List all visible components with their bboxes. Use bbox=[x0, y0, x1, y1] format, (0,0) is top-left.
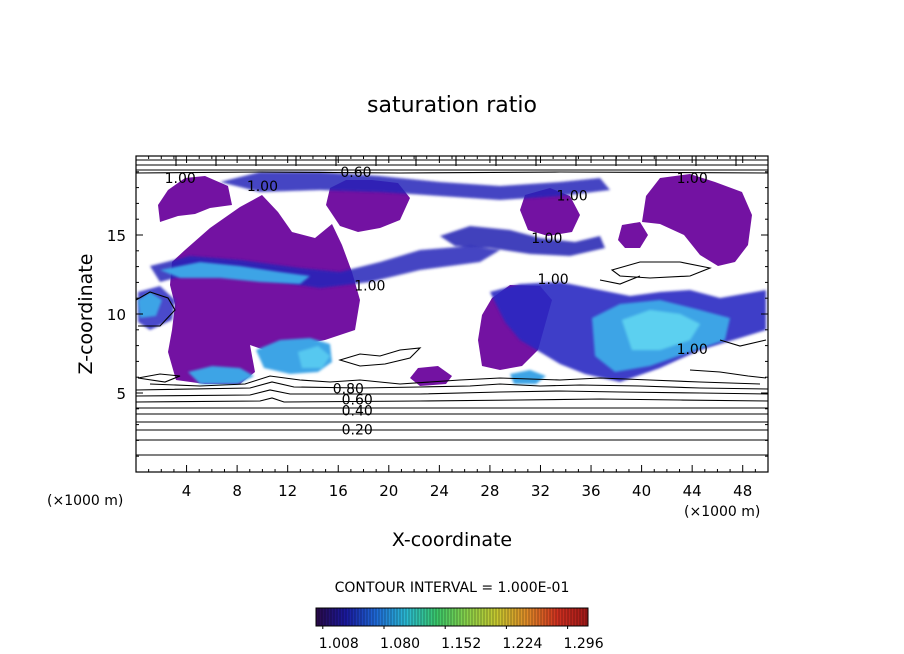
colorbar-hatching bbox=[318, 608, 587, 626]
colorbar-tick-label: 1.008 bbox=[319, 636, 359, 652]
contour-label: 1.00 bbox=[165, 171, 196, 187]
chart-title: saturation ratio bbox=[367, 93, 537, 118]
contour-label: 1.00 bbox=[677, 342, 708, 358]
contour-lines bbox=[136, 156, 768, 456]
contour-label: 0.20 bbox=[342, 422, 373, 438]
contour-line bbox=[136, 381, 768, 391]
x-tick-label: 8 bbox=[232, 482, 242, 500]
purple-region bbox=[168, 195, 360, 384]
x-tick-label: 16 bbox=[329, 482, 348, 500]
purple-region bbox=[326, 180, 410, 232]
colorbar-tick-label: 1.224 bbox=[502, 636, 542, 652]
x-axis: 4 8 12 16 20 24 28 32 36 40 44 48 bbox=[148, 156, 756, 500]
contour-line bbox=[136, 171, 768, 174]
purple-region bbox=[642, 174, 752, 266]
contour-line bbox=[599, 275, 641, 285]
cyan-core bbox=[622, 310, 700, 350]
plot-area: 0.200.400.600.800.601.00 1.001.001.001.00… bbox=[136, 156, 768, 472]
contour-line bbox=[137, 373, 181, 383]
contour-label: 1.00 bbox=[531, 231, 562, 247]
x-axis-unit-left: (×1000 m) bbox=[47, 493, 123, 509]
cyan-core bbox=[138, 292, 162, 318]
x-tick-label: 28 bbox=[480, 482, 499, 500]
contour-line bbox=[136, 291, 176, 327]
blue-band bbox=[440, 226, 605, 256]
contour-line bbox=[175, 156, 737, 166]
x-axis-unit-right: (×1000 m) bbox=[684, 504, 760, 520]
contour-line bbox=[689, 369, 767, 379]
purple-region bbox=[158, 176, 232, 222]
contour-label: 1.00 bbox=[556, 189, 587, 205]
y-tick-label: 15 bbox=[107, 227, 126, 245]
colorbar-tick-label: 1.152 bbox=[441, 636, 481, 652]
x-tick-label: 32 bbox=[531, 482, 550, 500]
contour-labels: 0.200.400.600.800.601.00 1.001.001.001.00… bbox=[165, 165, 708, 439]
contour-line bbox=[610, 261, 712, 279]
x-tick-label: 48 bbox=[733, 482, 752, 500]
y-tick-label: 5 bbox=[116, 385, 126, 403]
supersaturation-shading bbox=[138, 172, 766, 386]
x-tick-label: 12 bbox=[278, 482, 297, 500]
contour-line bbox=[719, 339, 767, 347]
y-axis-title: Z-coordinate bbox=[75, 254, 97, 375]
colorbar-ticks: 1.008 1.080 1.152 1.224 1.296 bbox=[319, 626, 604, 652]
x-tick-label: 24 bbox=[430, 482, 449, 500]
y-tick-label: 10 bbox=[107, 306, 126, 324]
y-axis: 5 10 15 bbox=[107, 171, 768, 457]
x-tick-label: 36 bbox=[581, 482, 600, 500]
cyan-core bbox=[298, 346, 330, 368]
blue-band bbox=[220, 172, 610, 200]
cyan-core bbox=[188, 366, 254, 384]
contour-label: 0.60 bbox=[340, 165, 371, 181]
contour-label: 1.00 bbox=[354, 279, 385, 295]
cyan-core bbox=[510, 370, 546, 384]
x-tick-label: 44 bbox=[683, 482, 702, 500]
contour-interval-label: CONTOUR INTERVAL = 1.000E-01 bbox=[335, 580, 570, 596]
contour-line bbox=[149, 375, 761, 387]
blue-band bbox=[150, 246, 500, 288]
purple-region bbox=[618, 222, 648, 248]
contour-label: 0.40 bbox=[342, 403, 373, 419]
x-tick-label: 20 bbox=[379, 482, 398, 500]
contour-label: 1.00 bbox=[247, 179, 278, 195]
contour-label: 1.00 bbox=[677, 171, 708, 187]
cyan-core bbox=[160, 262, 310, 284]
purple-region bbox=[520, 188, 580, 236]
contour-line bbox=[136, 389, 768, 397]
x-tick-label: 40 bbox=[632, 482, 651, 500]
contour-label: 0.80 bbox=[333, 381, 364, 397]
contour-line bbox=[136, 397, 768, 403]
contour-label: 0.60 bbox=[342, 392, 373, 408]
contour-label: 1.00 bbox=[538, 272, 569, 288]
colorbar-tick-label: 1.296 bbox=[564, 636, 604, 652]
contour-line bbox=[338, 347, 422, 367]
x-axis-title: X-coordinate bbox=[392, 529, 512, 551]
x-tick-label: 4 bbox=[182, 482, 192, 500]
colorbar-tick-label: 1.080 bbox=[380, 636, 420, 652]
